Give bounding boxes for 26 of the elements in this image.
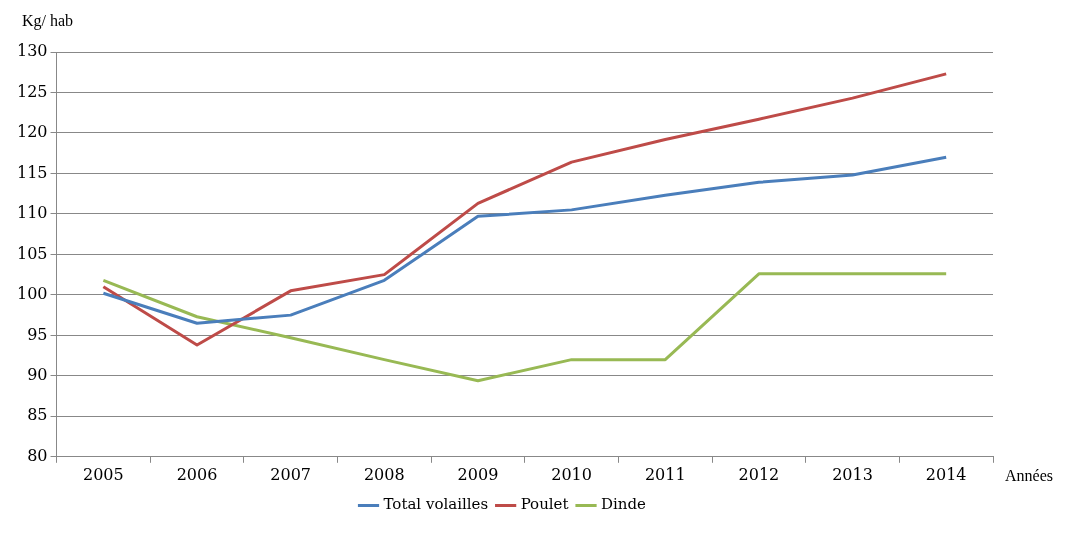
x-tick-label: 2008 (363, 464, 405, 484)
x-tick-label: 2014 (925, 464, 967, 484)
y-tick-label: 105 (16, 243, 48, 263)
legend-label: Total volailles (383, 495, 489, 514)
x-tick-label: 2013 (832, 464, 873, 484)
x-tick-label: 2007 (270, 464, 312, 484)
x-tick-label: 2011 (644, 464, 686, 484)
y-tick-label: 130 (16, 41, 48, 61)
x-axis-title: Années (1005, 467, 1053, 484)
x-tick-label: 2005 (83, 464, 124, 484)
x-tick-label: 2010 (551, 464, 592, 484)
legend-label: Poulet (520, 495, 569, 514)
y-tick-label: 125 (16, 81, 48, 101)
y-tick-label: 80 (27, 445, 48, 465)
y-tick-label: 95 (27, 324, 48, 344)
y-tick-label: 120 (16, 122, 48, 142)
y-axis-title: Kg/ hab (22, 12, 74, 31)
y-tick-label: 100 (16, 284, 48, 304)
x-tick-label: 2012 (738, 464, 780, 484)
y-tick-label: 115 (16, 162, 48, 182)
y-tick-label: 85 (27, 405, 48, 425)
x-tick-label: 2009 (457, 464, 499, 484)
y-tick-label: 90 (27, 365, 48, 384)
y-tick-label: 110 (16, 203, 48, 223)
x-tick-label: 2006 (176, 464, 218, 484)
legend-label: Dinde (601, 495, 647, 514)
